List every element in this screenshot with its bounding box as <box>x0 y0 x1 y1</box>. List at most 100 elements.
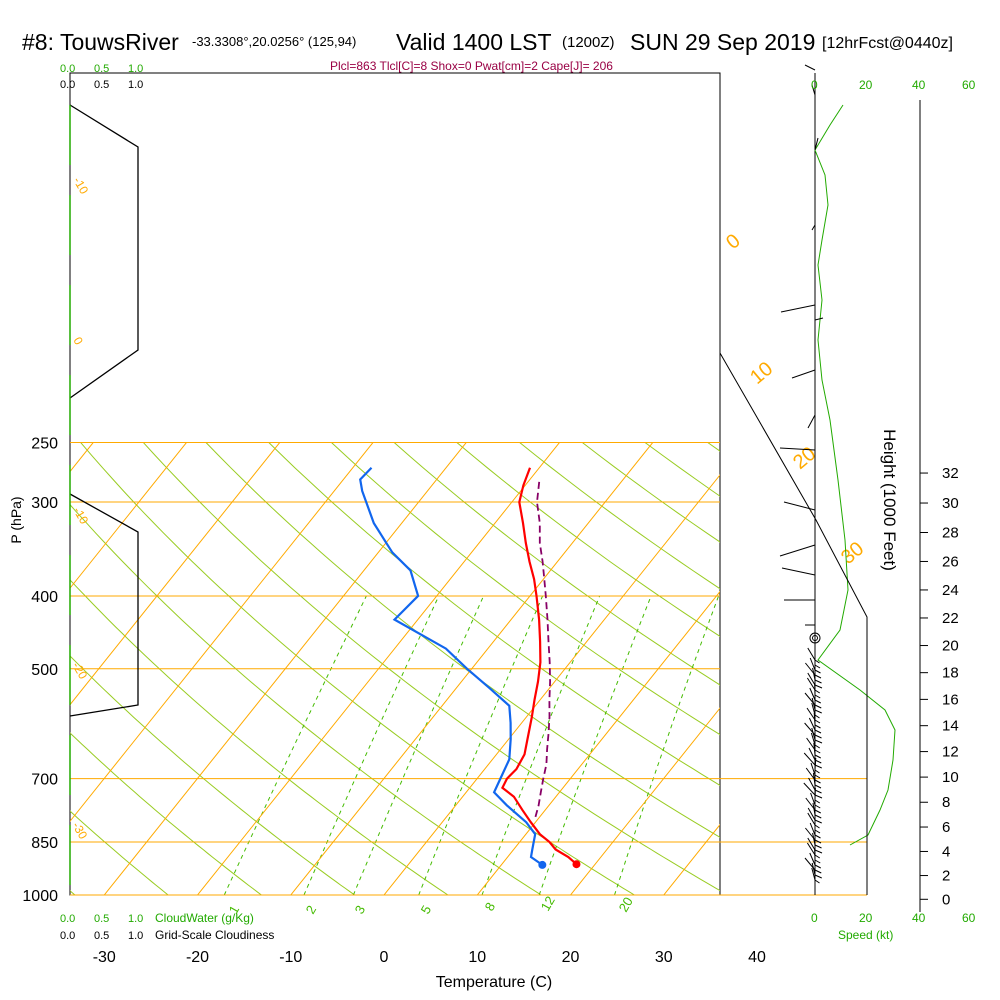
speed-tick-top-3: 60 <box>962 78 976 92</box>
wind-barb <box>814 774 821 779</box>
wind-barb <box>814 784 822 789</box>
wind-barb <box>814 684 823 689</box>
mixing-ratio-label: 3 <box>352 903 369 917</box>
wind-barb <box>814 789 822 794</box>
wind-barb <box>779 447 816 451</box>
wind-barb <box>779 544 816 557</box>
temperature-tick-label: -20 <box>186 949 209 966</box>
mixing-ratio-line <box>352 595 485 895</box>
speed-tick-top-0: 0 <box>811 78 818 92</box>
wind-barb <box>810 732 816 746</box>
pressure-tick-label: 850 <box>31 835 58 852</box>
height-tick-label: 30 <box>942 495 959 512</box>
wind-barb <box>814 699 821 704</box>
wind-barb <box>814 849 823 854</box>
wind-barb <box>814 749 821 754</box>
wind-barb <box>808 777 816 791</box>
dry-adiabat <box>833 443 1000 895</box>
mixing-ratio-line <box>303 595 440 895</box>
dry-adiabat <box>143 442 720 892</box>
mixing-ratio-line <box>223 595 367 895</box>
wind-barb <box>814 844 822 849</box>
cloudwater-tick-bottom-2: 1.0 <box>128 913 143 925</box>
wind-barb <box>814 869 822 874</box>
wind-barb <box>814 719 821 724</box>
wind-barb <box>814 779 821 784</box>
wind-barb <box>804 64 816 71</box>
dry-adiabats <box>70 442 1000 895</box>
forecast-info: [12hrFcst@0440z] <box>822 35 953 52</box>
wind-barb <box>813 742 816 756</box>
temperature-tick-label: 10 <box>468 949 486 966</box>
dry-adiabat <box>80 442 635 895</box>
height-tick-label: 32 <box>942 465 959 482</box>
cloudiness-tick-bottom-1: 0.5 <box>94 930 109 942</box>
wind-barb <box>814 754 821 759</box>
isotherm-label: 30 <box>837 538 868 569</box>
wind-barb <box>814 694 821 699</box>
sounding-series <box>359 466 581 869</box>
dry-adiabat <box>393 442 720 686</box>
zulu-time: (1200Z) <box>562 34 615 51</box>
valid-date: SUN 29 Sep 2019 <box>630 29 815 55</box>
temperature-tick-label: 20 <box>562 949 580 966</box>
wind-barb <box>814 659 820 664</box>
wind-barb <box>814 714 820 719</box>
wind-barb <box>809 657 816 671</box>
cloudiness-label: Grid-Scale Cloudiness <box>155 928 274 942</box>
wind-barb <box>814 734 822 739</box>
cloudiness-tick-bottom-0: 0.0 <box>60 930 75 942</box>
cloudiness-tick-top-0: 0.0 <box>60 79 75 91</box>
wind-barb <box>814 864 821 869</box>
wind-barb <box>807 647 816 661</box>
wind-barb <box>814 674 822 679</box>
wind-barb <box>814 679 822 684</box>
wind-barb <box>814 689 821 694</box>
isobars <box>70 442 867 896</box>
wind-barb <box>814 317 824 321</box>
wind-barb <box>807 672 816 686</box>
cloudwater-tick-bottom-0: 0.0 <box>60 913 75 925</box>
wind-barb <box>814 669 821 674</box>
surface-temperature-dot <box>572 860 581 869</box>
wind-barb <box>805 767 816 781</box>
pressure-tick-label: 300 <box>31 495 58 512</box>
dry-adiabat <box>70 579 449 895</box>
wind-barb <box>812 667 816 681</box>
isotherm-label: 0 <box>722 230 745 254</box>
height-axis-label: Height (1000 Feet) <box>880 429 899 571</box>
wind-barb <box>813 712 816 726</box>
left-panel-label: -10 <box>70 505 91 527</box>
dry-adiabat <box>519 442 720 590</box>
wind-barb <box>809 822 816 836</box>
dry-adiabat <box>331 442 720 736</box>
speed-tick-bottom-2: 40 <box>912 911 926 925</box>
wind-barb <box>814 829 821 834</box>
wind-barb <box>814 794 823 799</box>
cloudwater-tick-top-1: 0.5 <box>94 63 109 75</box>
mixing-ratio-label: 2 <box>303 903 320 917</box>
calm-wind-marker-inner <box>812 635 818 641</box>
height-tick-label: 18 <box>942 665 959 682</box>
surface-dewpoint-dot <box>538 860 547 869</box>
wind-barb <box>808 747 816 761</box>
wind-barb <box>809 852 816 866</box>
wind-barb <box>814 834 821 839</box>
wind-barb <box>814 744 821 749</box>
cloud-panel-outline <box>69 104 139 717</box>
wind-barb <box>811 224 816 231</box>
calm-wind-marker <box>809 632 821 644</box>
mixing-ratio-lines <box>223 595 720 895</box>
wind-barb <box>811 84 816 96</box>
wind-barb <box>803 752 816 766</box>
pressure-ticks: 250 300 400 500 700 850 1000 <box>22 436 58 905</box>
wind-barb <box>781 567 816 576</box>
speed-scale-bottom: 0 20 40 60 Speed (kt) <box>811 911 976 942</box>
wind-barb <box>810 762 816 776</box>
mixing-ratio-label: 5 <box>418 903 435 917</box>
height-tick-label: 6 <box>942 819 950 836</box>
temperature-tick-label: -10 <box>279 949 302 966</box>
cloudwater-tick-top-0: 0.0 <box>60 63 75 75</box>
height-tick-label: 12 <box>942 744 959 761</box>
